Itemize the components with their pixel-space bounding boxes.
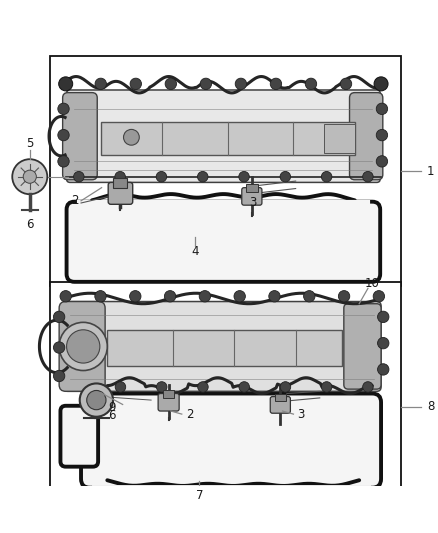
Circle shape (280, 172, 290, 182)
FancyBboxPatch shape (242, 188, 262, 205)
Circle shape (198, 382, 208, 392)
Bar (101, 122, 355, 155)
Circle shape (239, 172, 249, 182)
Text: 10: 10 (365, 277, 380, 289)
Text: 6: 6 (108, 409, 116, 422)
Circle shape (198, 172, 208, 182)
FancyBboxPatch shape (63, 93, 97, 180)
Circle shape (60, 290, 71, 302)
Circle shape (115, 172, 125, 182)
Circle shape (124, 130, 139, 145)
Circle shape (199, 290, 211, 302)
Circle shape (363, 172, 373, 182)
Circle shape (373, 290, 385, 302)
Circle shape (376, 103, 388, 115)
FancyBboxPatch shape (81, 393, 381, 488)
Bar (50, 56, 401, 286)
Circle shape (376, 130, 388, 141)
Circle shape (95, 290, 106, 302)
Text: 9: 9 (108, 401, 116, 414)
Text: 7: 7 (195, 489, 203, 502)
Circle shape (321, 172, 332, 182)
Circle shape (165, 78, 177, 90)
Circle shape (58, 156, 69, 167)
Circle shape (374, 77, 388, 91)
Circle shape (200, 78, 212, 90)
Circle shape (58, 130, 69, 141)
Circle shape (269, 290, 280, 302)
Circle shape (95, 78, 106, 90)
Circle shape (87, 391, 106, 410)
Circle shape (58, 103, 69, 115)
Circle shape (376, 156, 388, 167)
Circle shape (378, 364, 389, 375)
Circle shape (115, 382, 126, 392)
Circle shape (280, 382, 291, 392)
Text: 1: 1 (427, 165, 434, 177)
Circle shape (339, 290, 350, 302)
FancyBboxPatch shape (67, 90, 380, 182)
Circle shape (12, 159, 47, 194)
Bar (246, 184, 258, 192)
Circle shape (59, 77, 73, 91)
Bar (275, 393, 286, 401)
Text: 8: 8 (427, 400, 434, 413)
Circle shape (156, 172, 167, 182)
FancyBboxPatch shape (67, 201, 380, 282)
Circle shape (130, 78, 141, 90)
Circle shape (23, 170, 36, 183)
Circle shape (239, 382, 250, 392)
Text: 3: 3 (298, 408, 305, 421)
Circle shape (234, 290, 245, 302)
Circle shape (235, 78, 247, 90)
Bar (324, 124, 355, 152)
FancyBboxPatch shape (64, 302, 381, 391)
FancyBboxPatch shape (108, 182, 133, 204)
Circle shape (59, 322, 107, 370)
Circle shape (378, 311, 389, 322)
Bar (113, 178, 127, 188)
Circle shape (378, 337, 389, 349)
Circle shape (321, 382, 332, 392)
Bar (163, 391, 174, 398)
Circle shape (130, 290, 141, 302)
Circle shape (74, 172, 84, 182)
Circle shape (80, 383, 113, 417)
Circle shape (53, 342, 65, 353)
Text: 6: 6 (26, 217, 34, 230)
FancyBboxPatch shape (350, 93, 383, 180)
FancyBboxPatch shape (59, 302, 105, 391)
Circle shape (270, 78, 282, 90)
Text: 4: 4 (191, 245, 199, 257)
Circle shape (363, 382, 373, 392)
Circle shape (164, 290, 176, 302)
Circle shape (156, 382, 167, 392)
Bar (50, 282, 401, 490)
FancyBboxPatch shape (158, 393, 179, 411)
Text: 2: 2 (186, 408, 194, 421)
Text: 5: 5 (26, 138, 33, 150)
Circle shape (53, 370, 65, 382)
Circle shape (340, 78, 352, 90)
FancyBboxPatch shape (270, 397, 290, 413)
Bar (107, 330, 342, 366)
Circle shape (67, 330, 100, 363)
Circle shape (304, 290, 315, 302)
Circle shape (305, 78, 317, 90)
Circle shape (53, 311, 65, 322)
Text: 3: 3 (249, 196, 256, 208)
FancyBboxPatch shape (344, 304, 381, 389)
Text: 2: 2 (71, 195, 78, 207)
FancyBboxPatch shape (60, 406, 98, 467)
